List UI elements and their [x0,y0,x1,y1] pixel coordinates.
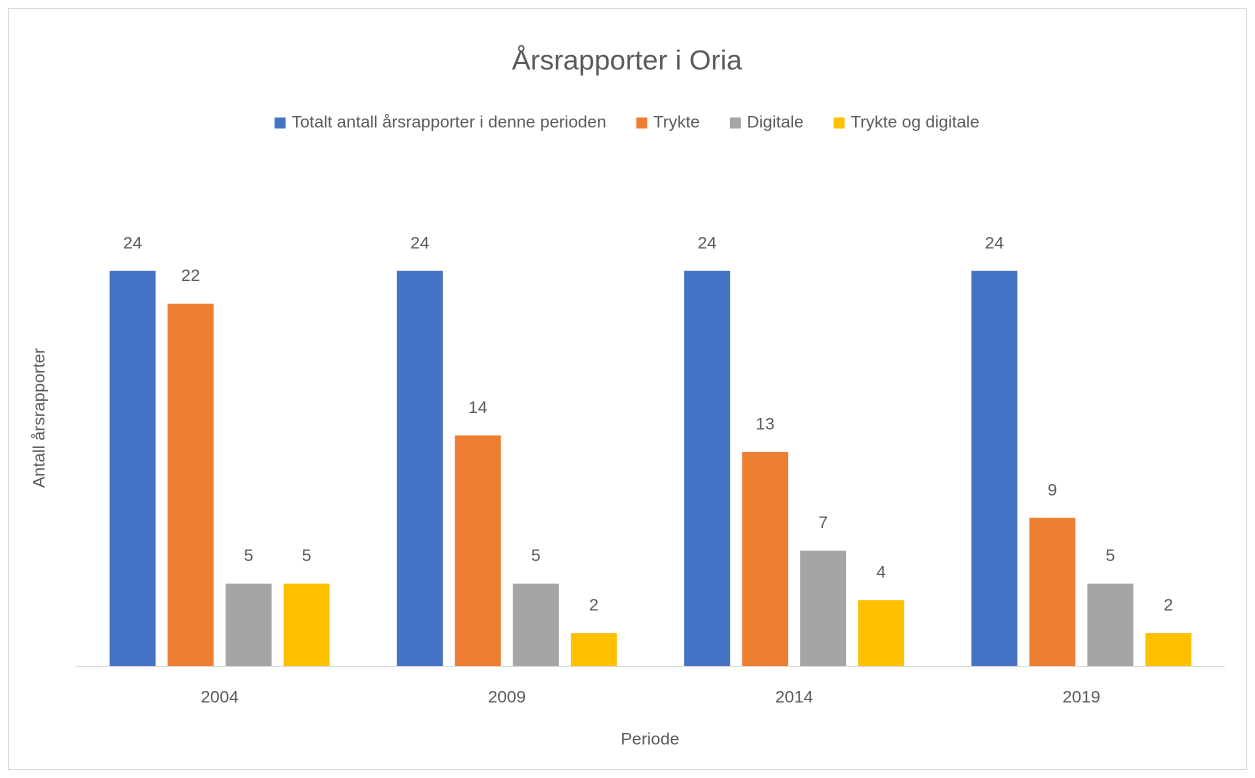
bar [800,550,847,666]
bar [454,435,501,666]
bar [512,583,559,666]
bar [684,270,731,666]
data-label: 14 [468,398,487,417]
data-label: 2 [1164,596,1173,615]
bar [1145,633,1192,666]
data-label: 24 [123,233,142,252]
bar [742,451,789,666]
x-tick-label: 2014 [775,687,813,706]
x-tick-label: 2019 [1062,687,1100,706]
data-label: 9 [1048,480,1057,499]
data-label: 22 [181,266,200,285]
legend-label: Totalt antall årsrapporter i denne perio… [292,112,607,131]
bar [283,583,330,666]
bar [971,270,1018,666]
x-tick-label: 2004 [201,687,239,706]
data-label: 24 [698,233,717,252]
data-label: 13 [756,414,775,433]
data-label: 5 [244,546,253,565]
data-label: 4 [876,563,885,582]
chart-title: Årsrapporter i Oria [512,44,743,75]
bar [109,270,156,666]
bar [167,303,214,666]
legend-label: Trykte og digitale [851,112,980,131]
bar [1029,517,1076,666]
data-label: 24 [410,233,429,252]
data-label: 24 [985,233,1004,252]
data-label: 5 [302,546,311,565]
data-label: 2 [589,596,598,615]
data-label: 5 [531,546,540,565]
legend-swatch [833,117,845,129]
y-axis-label: Antall årsrapporter [29,348,48,488]
x-axis-label: Periode [621,729,680,748]
bar [570,633,617,666]
data-label: 5 [1106,546,1115,565]
legend-swatch [636,117,648,129]
legend-swatch [729,117,741,129]
bar [1087,583,1134,666]
data-label: 7 [818,513,827,532]
legend-label: Trykte [653,112,700,131]
legend-label: Digitale [747,112,804,131]
bar [858,600,905,666]
bar [225,583,272,666]
bar [396,270,443,666]
legend-swatch [274,117,286,129]
x-tick-label: 2009 [488,687,526,706]
